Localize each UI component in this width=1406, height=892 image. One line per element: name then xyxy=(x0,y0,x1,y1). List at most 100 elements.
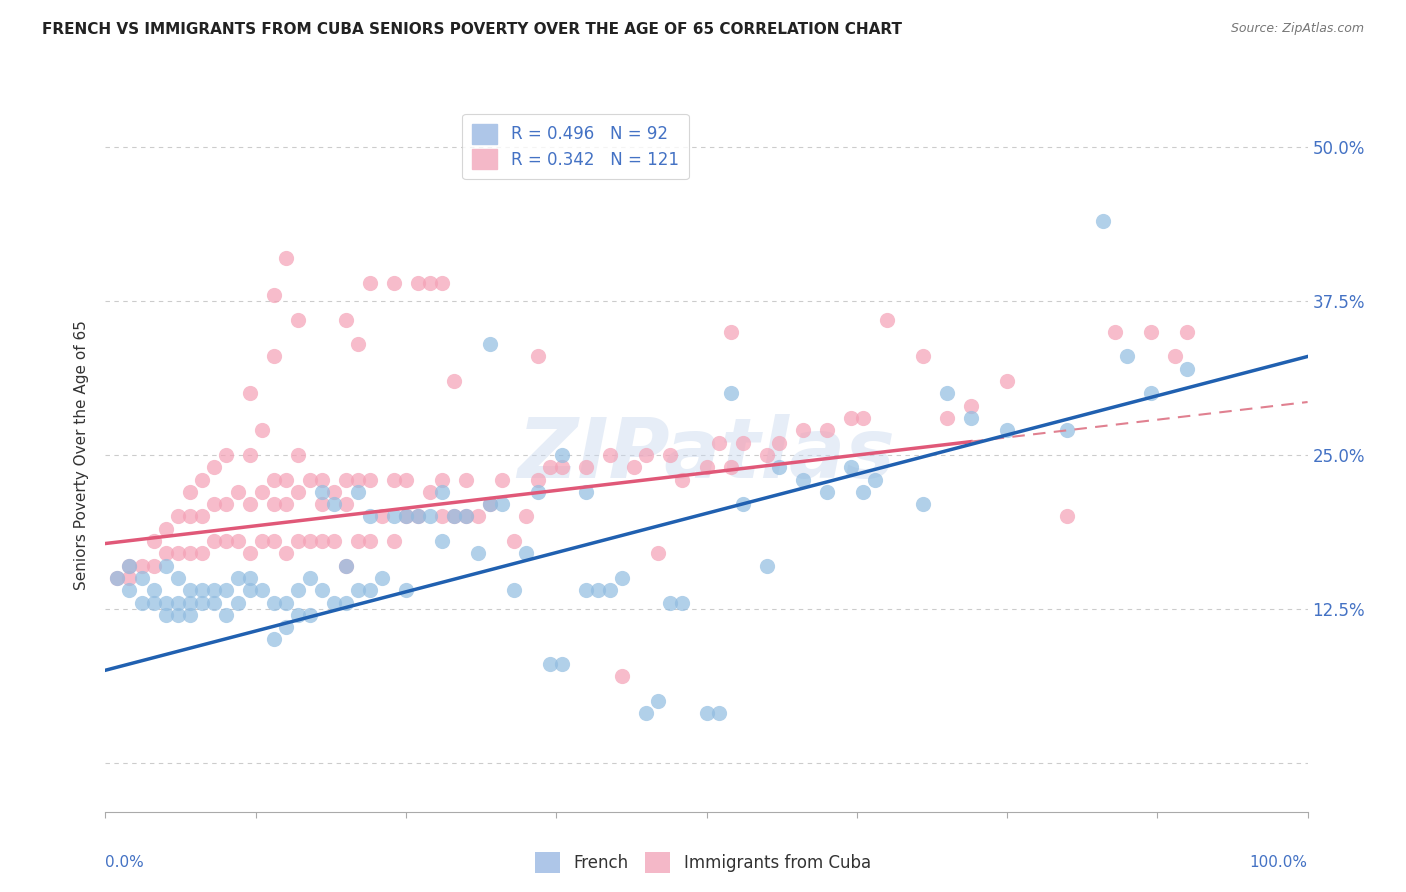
Point xyxy=(515,509,537,524)
Point xyxy=(263,497,285,511)
Point xyxy=(239,448,262,462)
Point xyxy=(190,473,212,487)
Point xyxy=(190,596,212,610)
Point xyxy=(371,509,394,524)
Point xyxy=(731,497,754,511)
Y-axis label: Seniors Poverty Over the Age of 65: Seniors Poverty Over the Age of 65 xyxy=(75,320,90,590)
Point xyxy=(960,399,983,413)
Point xyxy=(936,386,959,401)
Point xyxy=(214,448,236,462)
Point xyxy=(636,448,658,462)
Point xyxy=(118,558,141,573)
Point xyxy=(936,411,959,425)
Text: 0.0%: 0.0% xyxy=(105,855,145,870)
Point xyxy=(239,497,262,511)
Point xyxy=(479,337,502,351)
Point xyxy=(107,571,129,585)
Point xyxy=(335,473,357,487)
Point xyxy=(395,509,418,524)
Point xyxy=(155,522,177,536)
Point xyxy=(527,350,550,364)
Point xyxy=(250,484,273,499)
Point xyxy=(166,596,188,610)
Point xyxy=(755,448,778,462)
Point xyxy=(311,583,333,598)
Text: FRENCH VS IMMIGRANTS FROM CUBA SENIORS POVERTY OVER THE AGE OF 65 CORRELATION CH: FRENCH VS IMMIGRANTS FROM CUBA SENIORS P… xyxy=(42,22,903,37)
Point xyxy=(911,497,934,511)
Point xyxy=(202,596,225,610)
Point xyxy=(214,607,236,622)
Point xyxy=(479,497,502,511)
Point xyxy=(263,288,285,302)
Point xyxy=(359,583,381,598)
Point xyxy=(636,706,658,721)
Point xyxy=(852,411,875,425)
Point xyxy=(839,460,862,475)
Point xyxy=(538,657,561,671)
Point xyxy=(287,312,309,326)
Point xyxy=(190,509,212,524)
Point xyxy=(335,497,357,511)
Point xyxy=(298,534,321,549)
Point xyxy=(852,484,875,499)
Point xyxy=(1164,350,1187,364)
Point xyxy=(359,509,381,524)
Point xyxy=(382,276,405,290)
Point xyxy=(467,509,489,524)
Point xyxy=(274,251,297,265)
Point xyxy=(815,423,838,437)
Point xyxy=(190,546,212,560)
Point xyxy=(575,484,598,499)
Point xyxy=(202,460,225,475)
Point xyxy=(839,411,862,425)
Point xyxy=(696,706,718,721)
Point xyxy=(876,312,898,326)
Point xyxy=(503,583,526,598)
Text: Source: ZipAtlas.com: Source: ZipAtlas.com xyxy=(1230,22,1364,36)
Point xyxy=(863,473,886,487)
Point xyxy=(179,546,201,560)
Point xyxy=(395,473,418,487)
Point xyxy=(166,509,188,524)
Point xyxy=(335,558,357,573)
Point xyxy=(142,596,165,610)
Point xyxy=(142,583,165,598)
Point xyxy=(274,497,297,511)
Point xyxy=(250,423,273,437)
Point xyxy=(527,473,550,487)
Point xyxy=(202,583,225,598)
Point xyxy=(287,448,309,462)
Point xyxy=(406,276,429,290)
Point xyxy=(142,534,165,549)
Point xyxy=(179,509,201,524)
Point xyxy=(911,350,934,364)
Point xyxy=(1056,423,1078,437)
Point xyxy=(226,534,249,549)
Point xyxy=(155,607,177,622)
Point xyxy=(250,583,273,598)
Point xyxy=(287,607,309,622)
Point xyxy=(1175,361,1198,376)
Point xyxy=(443,374,465,388)
Point xyxy=(226,571,249,585)
Point xyxy=(179,583,201,598)
Point xyxy=(322,484,344,499)
Point xyxy=(538,460,561,475)
Point xyxy=(179,596,201,610)
Point xyxy=(359,276,381,290)
Point xyxy=(443,509,465,524)
Point xyxy=(623,460,645,475)
Point xyxy=(406,509,429,524)
Point xyxy=(454,509,477,524)
Point xyxy=(179,484,201,499)
Point xyxy=(239,546,262,560)
Point xyxy=(155,558,177,573)
Point xyxy=(430,484,453,499)
Point xyxy=(190,583,212,598)
Point xyxy=(575,460,598,475)
Legend: R = 0.496   N = 92, R = 0.342   N = 121: R = 0.496 N = 92, R = 0.342 N = 121 xyxy=(463,113,689,179)
Point xyxy=(335,596,357,610)
Point xyxy=(707,706,730,721)
Point xyxy=(731,435,754,450)
Point xyxy=(263,596,285,610)
